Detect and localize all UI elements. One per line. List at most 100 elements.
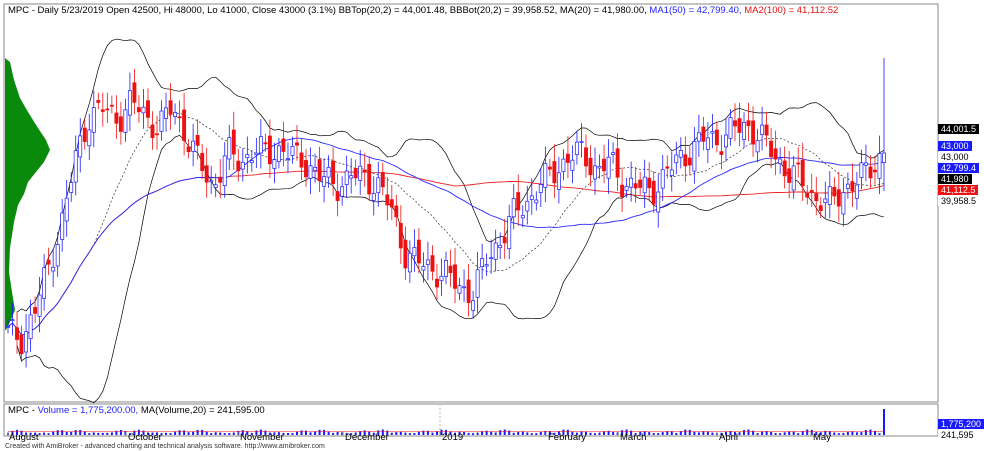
candle-body	[818, 205, 823, 211]
candle-body	[710, 131, 715, 134]
volume-bar	[88, 433, 91, 435]
volume-bar	[621, 430, 624, 435]
candle-body	[850, 181, 855, 192]
candle-body	[385, 194, 390, 206]
volume-bar	[390, 432, 393, 435]
volume-bar	[806, 429, 809, 435]
volume-bar	[431, 432, 434, 435]
candle-body	[565, 153, 570, 163]
volume-bar	[413, 433, 416, 435]
candle-body	[755, 140, 760, 153]
volume-bar	[341, 432, 344, 435]
volume-bar	[79, 430, 82, 435]
volume-bar	[372, 432, 375, 435]
volume-bar	[765, 431, 768, 435]
candle-body	[105, 108, 110, 111]
volume-bar	[860, 432, 863, 435]
candle-body	[453, 264, 457, 289]
candle-body	[714, 129, 719, 146]
volume-bar	[481, 431, 484, 435]
volume-bar	[553, 432, 556, 435]
volume-bar	[440, 429, 443, 435]
candle-body	[484, 264, 489, 267]
volume-bar	[494, 432, 497, 435]
volume-bar	[250, 432, 253, 435]
volume-bar	[874, 430, 876, 435]
volume-bar	[842, 432, 845, 435]
candle-body	[823, 198, 828, 204]
volume-bar	[472, 433, 475, 435]
candle-body	[742, 121, 746, 140]
volume-bar	[607, 430, 610, 435]
volume-bar	[706, 431, 709, 435]
volume-bar	[747, 429, 750, 435]
candle-body	[584, 147, 588, 167]
candle-body	[407, 252, 412, 273]
candle-body	[489, 257, 494, 260]
volume-bar	[743, 430, 745, 435]
volume-bar	[562, 429, 565, 435]
candle-body	[281, 138, 286, 152]
candle-body	[6, 326, 10, 328]
candle-body	[317, 159, 322, 182]
month-label-may: May	[813, 432, 831, 443]
volume-bar	[327, 431, 330, 435]
volume-bar	[476, 432, 479, 435]
ma1-50-line	[7, 137, 885, 336]
candle-body	[606, 156, 611, 179]
volume-bar	[296, 431, 298, 435]
volume-bar	[797, 433, 800, 435]
volume-bar	[770, 431, 773, 435]
candle-body	[304, 160, 308, 178]
volume-bar	[214, 432, 217, 435]
volume-bar	[463, 432, 466, 435]
candle-body	[841, 192, 846, 215]
volume-bar	[20, 430, 23, 435]
volume-bar	[65, 432, 68, 435]
volume-bar	[395, 432, 398, 435]
volume-bar	[314, 431, 317, 435]
candle-body	[69, 182, 74, 193]
volume-bar	[74, 430, 77, 435]
volume-bar	[83, 431, 86, 435]
candle-body	[701, 126, 706, 142]
volume-bar	[851, 431, 854, 435]
candle-body	[254, 152, 259, 156]
candle-body	[728, 117, 733, 139]
candle-body	[827, 186, 832, 205]
volume-bar	[833, 432, 836, 435]
candle-body	[511, 198, 516, 218]
candle-body	[444, 260, 448, 277]
volume-bar	[137, 429, 140, 435]
volume-bar	[101, 432, 104, 435]
volume-bar	[404, 432, 407, 435]
candle-body	[845, 183, 850, 189]
volume-bar	[386, 430, 389, 435]
volume-bar	[449, 431, 452, 435]
candle-body	[249, 160, 254, 163]
candle-body	[313, 167, 318, 171]
candle-body	[412, 247, 417, 257]
volume-bar	[499, 430, 502, 435]
volume-bar	[589, 432, 592, 435]
candle-body	[10, 319, 15, 322]
candle-body	[633, 183, 638, 189]
candle-body	[159, 110, 164, 132]
volume-bar	[368, 431, 371, 435]
month-label-october: October	[128, 432, 162, 443]
candle-body	[398, 223, 403, 249]
volume-bar	[359, 431, 362, 435]
volume-bar	[679, 431, 682, 435]
candle-body	[534, 199, 539, 204]
volume-bar	[612, 431, 615, 435]
label-volume: 1,775,200	[938, 419, 984, 429]
volume-bar	[273, 432, 276, 435]
candle-body	[114, 112, 119, 124]
volume-bar	[156, 432, 158, 435]
volume-bar	[332, 432, 335, 435]
volume-bar	[526, 432, 529, 435]
volume-bar	[557, 431, 560, 435]
volume-bar	[115, 430, 118, 435]
month-label-august: August	[9, 432, 39, 443]
candle-body	[769, 140, 774, 158]
